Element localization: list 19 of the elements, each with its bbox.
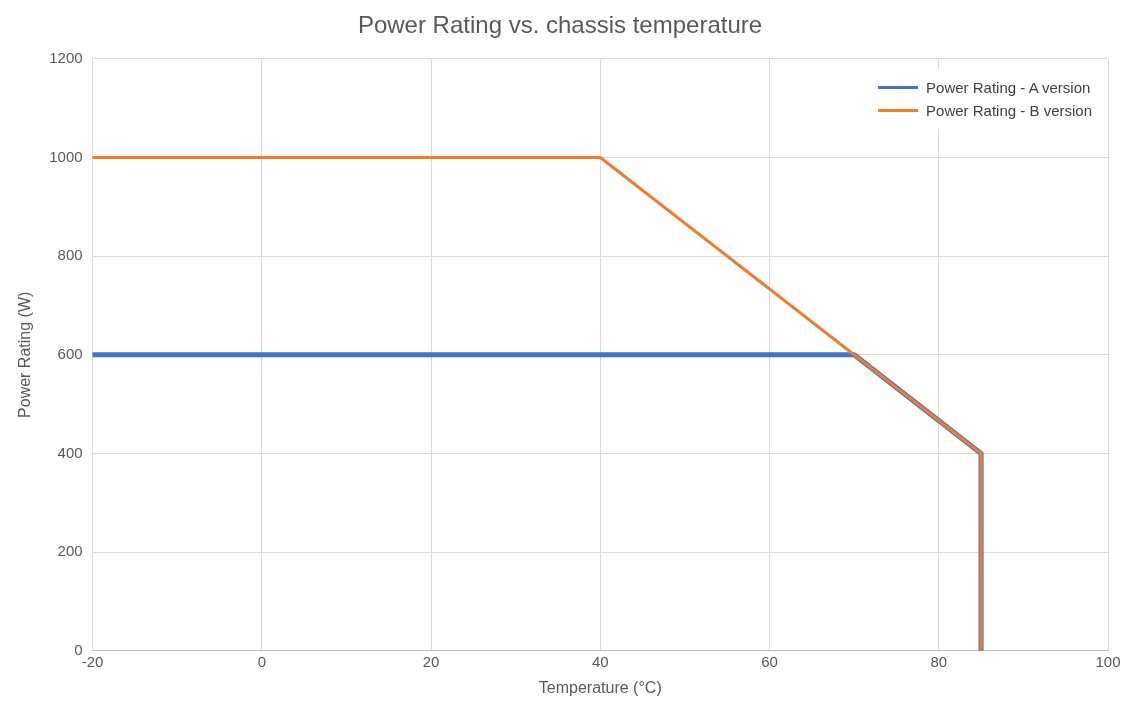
x-tick-label: -20 [81, 652, 104, 670]
y-tick-label: 1200 [49, 48, 83, 66]
x-tick-label: 60 [761, 652, 778, 670]
y-axis-title: Power Rating (W) [16, 291, 34, 418]
y-tick-label: 400 [57, 443, 83, 461]
x-tick-label: 0 [257, 652, 266, 670]
y-tick-label: 0 [74, 640, 83, 658]
y-tick-label: 200 [57, 542, 83, 560]
chart-title: Power Rating vs. chassis temperature [357, 11, 763, 39]
legend-label: Power Rating - A version [926, 78, 1091, 96]
y-tick-label: 800 [57, 246, 83, 264]
x-tick-label: 40 [591, 652, 609, 670]
x-tick-label: 80 [930, 652, 948, 670]
legend-label: Power Rating - B version [926, 101, 1092, 119]
x-axis-title: Temperature (°C) [538, 678, 662, 696]
x-tick-label: 20 [422, 652, 440, 670]
y-tick-label: 1000 [49, 147, 83, 165]
y-tick-label: 600 [57, 344, 83, 362]
x-tick-label: 100 [1095, 652, 1121, 670]
